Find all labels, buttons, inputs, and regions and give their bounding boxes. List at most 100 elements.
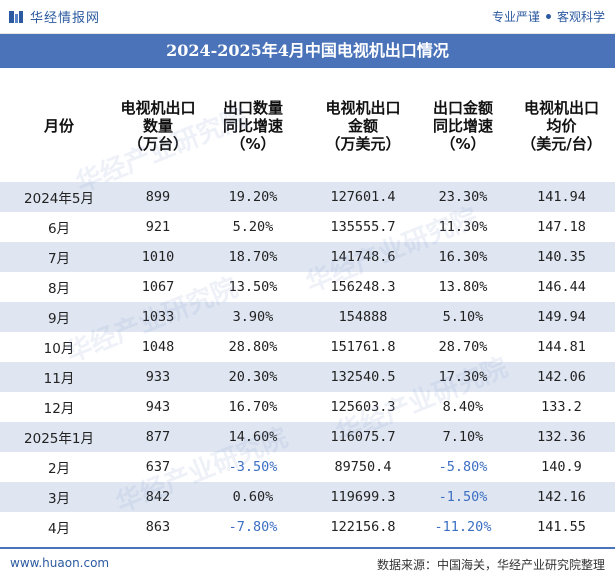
table-row: 11月 933 20.30% 132540.5 17.30% 142.06 xyxy=(0,362,615,392)
table-cell: 116075.7 xyxy=(308,422,418,452)
table-row: 9月 1033 3.90% 154888 5.10% 149.94 xyxy=(0,302,615,332)
table-cell: 142.16 xyxy=(508,482,615,512)
table-cell: -3.50% xyxy=(198,452,308,482)
table-cell: 16.70% xyxy=(198,392,308,422)
table-cell: 154888 xyxy=(308,302,418,332)
table-cell: 142.06 xyxy=(508,362,615,392)
table-cell: 899 xyxy=(118,182,198,212)
table-cell: 119699.3 xyxy=(308,482,418,512)
table-cell: 943 xyxy=(118,392,198,422)
table-cell: -1.50% xyxy=(418,482,508,512)
slogan-left: 专业严谨 xyxy=(491,10,540,24)
table-cell: 8.40% xyxy=(418,392,508,422)
table-cell: 20.30% xyxy=(198,362,308,392)
table-row: 6月 921 5.20% 135555.7 11.30% 147.18 xyxy=(0,212,615,242)
table-row: 4月 863 -7.80% 122156.8 -11.20% 141.55 xyxy=(0,512,615,542)
table-row: 8月 1067 13.50% 156248.3 13.80% 146.44 xyxy=(0,272,615,302)
table-cell: 16.30% xyxy=(418,242,508,272)
table-header-row: 月份 电视机出口 数量 （万台） 出口数量 同比增速 （%） 电视机出口 金额 （万美… xyxy=(0,70,615,182)
month-cell: 2024年5月 xyxy=(0,182,118,212)
table-cell: 28.70% xyxy=(418,332,508,362)
month-cell: 2025年1月 xyxy=(0,422,118,452)
table-cell: 28.80% xyxy=(198,332,308,362)
column-header: 电视机出口 均价 （美元/台） xyxy=(521,99,602,153)
dot-separator xyxy=(545,14,551,19)
table-cell: -5.80% xyxy=(418,452,508,482)
logo-icon xyxy=(9,11,23,23)
table-cell: 13.80% xyxy=(418,272,508,302)
table-cell: 3.90% xyxy=(198,302,308,332)
table-cell: 89750.4 xyxy=(308,452,418,482)
table-cell: 141748.6 xyxy=(308,242,418,272)
table-cell: 140.9 xyxy=(508,452,615,482)
table-cell: 18.70% xyxy=(198,242,308,272)
month-cell: 3月 xyxy=(0,482,118,512)
month-cell: 9月 xyxy=(0,302,118,332)
table-cell: 0.60% xyxy=(198,482,308,512)
table-cell: 11.30% xyxy=(418,212,508,242)
page-title: 2024-2025年4月中国电视机出口情况 xyxy=(0,34,615,68)
footer: www.huaon.com 数据来源：中国海关，华经产业研究院整理 xyxy=(0,547,615,582)
column-header: 电视机出口 数量 （万台） xyxy=(120,99,196,153)
table-row: 3月 842 0.60% 119699.3 -1.50% 142.16 xyxy=(0,482,615,512)
table-row: 2025年1月 877 14.60% 116075.7 7.10% 132.36 xyxy=(0,422,615,452)
table-cell: 125603.3 xyxy=(308,392,418,422)
table-cell: -11.20% xyxy=(418,512,508,542)
table-cell: 14.60% xyxy=(198,422,308,452)
table-cell: 637 xyxy=(118,452,198,482)
table-row: 12月 943 16.70% 125603.3 8.40% 133.2 xyxy=(0,392,615,422)
table-row: 2024年5月 899 19.20% 127601.4 23.30% 141.94 xyxy=(0,182,615,212)
logo-text: 华经情报网 xyxy=(30,11,101,26)
slogan-right: 客观科学 xyxy=(556,10,605,24)
footer-website[interactable]: www.huaon.com xyxy=(10,556,110,570)
table-cell: 151761.8 xyxy=(308,332,418,362)
month-cell: 6月 xyxy=(0,212,118,242)
table-cell: 1010 xyxy=(118,242,198,272)
top-bar: 华经情报网 专业严谨 客观科学 xyxy=(0,0,615,34)
table-cell: 147.18 xyxy=(508,212,615,242)
table-cell: 149.94 xyxy=(508,302,615,332)
table-body: 2024年5月 899 19.20% 127601.4 23.30% 141.94 6月 92… xyxy=(0,182,615,542)
table-cell: 7.10% xyxy=(418,422,508,452)
table-cell: 23.30% xyxy=(418,182,508,212)
table-row: 7月 1010 18.70% 141748.6 16.30% 140.35 xyxy=(0,242,615,272)
data-table: 月份 电视机出口 数量 （万台） 出口数量 同比增速 （%） 电视机出口 金额 （万美… xyxy=(0,70,615,542)
table-cell: 1033 xyxy=(118,302,198,332)
table-cell: 933 xyxy=(118,362,198,392)
month-cell: 2月 xyxy=(0,452,118,482)
table-cell: 19.20% xyxy=(198,182,308,212)
table-cell: 5.20% xyxy=(198,212,308,242)
table-cell: -7.80% xyxy=(198,512,308,542)
month-cell: 4月 xyxy=(0,512,118,542)
column-header: 月份 xyxy=(43,117,74,135)
table-cell: 132.36 xyxy=(508,422,615,452)
table-cell: 146.44 xyxy=(508,272,615,302)
table-cell: 921 xyxy=(118,212,198,242)
table-cell: 863 xyxy=(118,512,198,542)
table-cell: 122156.8 xyxy=(308,512,418,542)
table-cell: 141.55 xyxy=(508,512,615,542)
table-cell: 133.2 xyxy=(508,392,615,422)
table-cell: 17.30% xyxy=(418,362,508,392)
table-cell: 156248.3 xyxy=(308,272,418,302)
slogan: 专业严谨 客观科学 xyxy=(492,8,605,25)
table-cell: 842 xyxy=(118,482,198,512)
table-cell: 877 xyxy=(118,422,198,452)
column-header: 出口数量 同比增速 （%） xyxy=(222,99,283,153)
table-row: 2月 637 -3.50% 89750.4 -5.80% 140.9 xyxy=(0,452,615,482)
table-cell: 140.35 xyxy=(508,242,615,272)
table-cell: 5.10% xyxy=(418,302,508,332)
table-cell: 13.50% xyxy=(198,272,308,302)
table-cell: 127601.4 xyxy=(308,182,418,212)
month-cell: 8月 xyxy=(0,272,118,302)
table-cell: 132540.5 xyxy=(308,362,418,392)
table-row: 10月 1048 28.80% 151761.8 28.70% 144.81 xyxy=(0,332,615,362)
month-cell: 7月 xyxy=(0,242,118,272)
month-cell: 11月 xyxy=(0,362,118,392)
table-cell: 135555.7 xyxy=(308,212,418,242)
table-cell: 1048 xyxy=(118,332,198,362)
month-cell: 12月 xyxy=(0,392,118,422)
table-cell: 144.81 xyxy=(508,332,615,362)
column-header: 电视机出口 金额 （万美元） xyxy=(325,99,401,153)
footer-source: 数据来源：中国海关，华经产业研究院整理 xyxy=(376,558,605,572)
